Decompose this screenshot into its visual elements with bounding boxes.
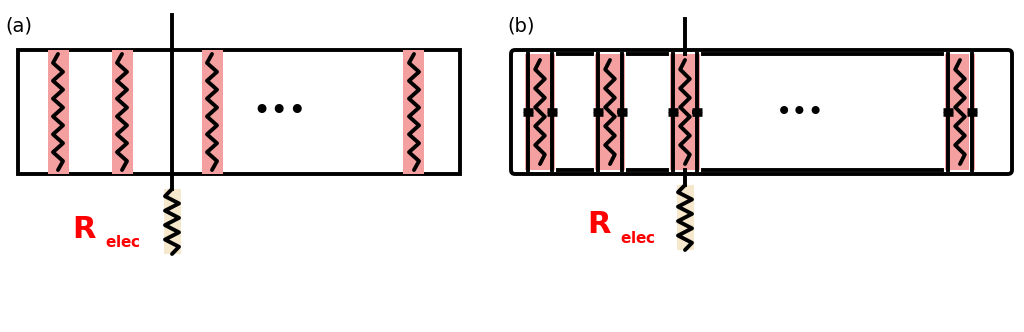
Bar (950, 54, 970, 170)
Bar (550, 54, 555, 170)
Bar (164, 189, 180, 254)
Text: (b): (b) (507, 17, 535, 36)
Bar (677, 185, 693, 250)
Bar (403, 50, 425, 174)
Bar (694, 54, 700, 170)
FancyBboxPatch shape (511, 50, 1012, 174)
Bar (202, 50, 222, 174)
Bar (945, 54, 950, 170)
Bar (525, 54, 530, 170)
Bar (18, 50, 460, 174)
Bar (676, 54, 694, 170)
Text: (a): (a) (5, 17, 32, 36)
Text: $\mathbf{R}$: $\mathbf{R}$ (587, 210, 612, 239)
Text: $\mathbf{elec}$: $\mathbf{elec}$ (105, 234, 141, 250)
Bar (530, 54, 550, 170)
Bar (670, 54, 676, 170)
Bar (47, 50, 69, 174)
Bar (970, 54, 975, 170)
Text: $\mathbf{R}$: $\mathbf{R}$ (72, 214, 97, 243)
Bar (112, 50, 132, 174)
Text: $\mathbf{elec}$: $\mathbf{elec}$ (620, 230, 656, 246)
Text: •••: ••• (775, 98, 824, 126)
Bar (600, 54, 620, 170)
Text: •••: ••• (253, 98, 307, 126)
Bar (595, 54, 600, 170)
Bar (620, 54, 625, 170)
